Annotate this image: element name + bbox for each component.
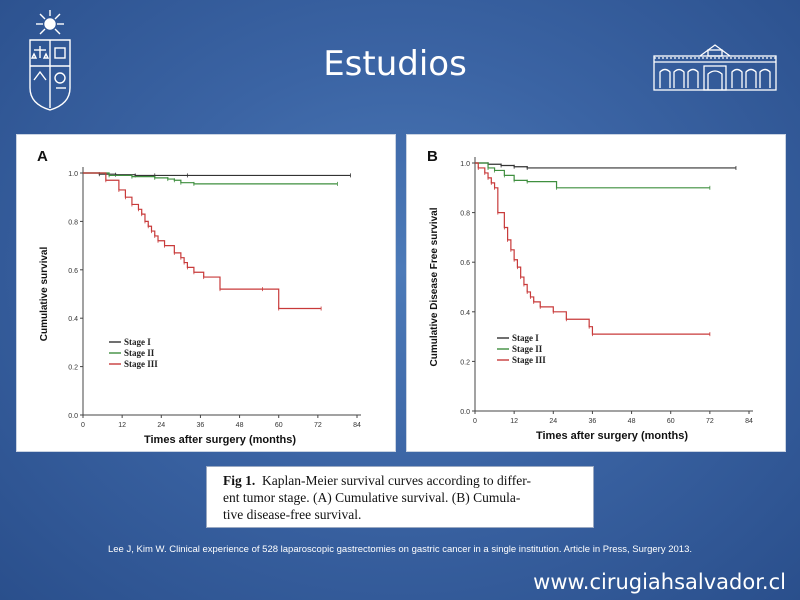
y-axis-title-a: Cumulative survival <box>39 247 50 342</box>
x-tick-label-a: 12 <box>118 422 126 429</box>
y-tick-label-b: 0.6 <box>460 260 470 267</box>
caption-line-1-text: Kaplan-Meier survival curves according t… <box>262 473 531 488</box>
hospital-building-logo <box>652 42 778 94</box>
x-tick-label-a: 48 <box>236 422 244 429</box>
y-tick-label-a: 0.8 <box>68 219 78 226</box>
citation-text: Lee J, Kim W. Clinical experience of 528… <box>107 544 692 555</box>
y-tick-label-a: 0.0 <box>68 413 78 420</box>
survival-chart-a: A 0.0 0.2 0.4 0.6 0.8 1.0 0 12 24 36 48 60 72 84 Times … <box>37 148 361 446</box>
caption-line-2: ent tumor stage. (A) Cumulative survival… <box>223 490 521 505</box>
chart-panel-a: A 0.0 0.2 0.4 0.6 0.8 1.0 0 12 24 36 48 60 72 84 Times … <box>16 134 396 452</box>
legend-label-b-3: Stage III <box>512 355 546 365</box>
x-tick-label-a: 36 <box>197 422 205 429</box>
x-tick-label-a: 24 <box>157 422 165 429</box>
series-line-a-3 <box>83 172 322 310</box>
y-axis-title-b: Cumulative Disease Free survival <box>429 207 440 366</box>
chart-panel-b: B 0.0 0.2 0.4 0.6 0.8 1.0 0 12 24 36 48 60 72 84 Times … <box>406 134 786 452</box>
y-tick-label-a: 0.4 <box>68 316 78 323</box>
x-tick-label-a: 0 <box>81 422 85 429</box>
slide-title: Estudios <box>323 44 467 84</box>
x-tick-label-b: 60 <box>667 418 675 425</box>
x-tick-label-a: 72 <box>314 422 322 429</box>
x-tick-label-b: 12 <box>510 418 518 425</box>
legend-label-a-2: Stage II <box>124 348 155 358</box>
x-tick-label-b: 72 <box>706 418 714 425</box>
x-tick-label-b: 0 <box>473 418 477 425</box>
panel-letter-a: A <box>37 148 48 165</box>
x-tick-label-b: 84 <box>745 418 753 425</box>
hospital-building-icon <box>653 44 777 91</box>
legend-label-a-1: Stage I <box>124 337 151 347</box>
x-tick-label-a: 60 <box>275 422 283 429</box>
x-axis-title-b: Times after surgery (months) <box>536 430 688 442</box>
legend-label-a-3: Stage III <box>124 359 158 369</box>
university-crest-icon <box>29 10 71 111</box>
y-tick-label-b: 0.2 <box>460 359 470 366</box>
legend-label-b-2: Stage II <box>512 344 543 354</box>
figure-caption: Fig 1. Kaplan-Meier survival curves acco… <box>206 466 594 528</box>
y-tick-label-b: 1.0 <box>460 161 470 168</box>
y-tick-label-a: 0.6 <box>68 268 78 275</box>
y-tick-label-b: 0.4 <box>460 310 470 317</box>
caption-figure-label: Fig 1. <box>223 473 256 488</box>
website-link[interactable]: www.cirugiahsalvador.cl <box>533 570 786 594</box>
x-axis-title-a: Times after surgery (months) <box>144 434 296 446</box>
caption-line-3: tive disease-free survival. <box>223 507 362 522</box>
legend-label-b-1: Stage I <box>512 333 539 343</box>
y-tick-label-b: 0.8 <box>460 211 470 218</box>
university-crest-logo <box>22 8 80 112</box>
x-tick-label-b: 24 <box>549 418 557 425</box>
y-tick-label-b: 0.0 <box>460 409 470 416</box>
survival-chart-b: B 0.0 0.2 0.4 0.6 0.8 1.0 0 12 24 36 48 60 72 84 Times … <box>427 148 753 442</box>
y-tick-label-a: 1.0 <box>68 171 78 178</box>
caption-line-1: Fig 1. Kaplan-Meier survival curves acco… <box>223 472 581 489</box>
x-tick-label-b: 36 <box>589 418 597 425</box>
x-tick-label-a: 84 <box>353 422 361 429</box>
panel-letter-b: B <box>427 148 438 165</box>
x-tick-label-b: 48 <box>628 418 636 425</box>
y-tick-label-a: 0.2 <box>68 365 78 372</box>
series-line-b-3 <box>475 162 710 335</box>
series-line-b-2 <box>475 162 710 189</box>
